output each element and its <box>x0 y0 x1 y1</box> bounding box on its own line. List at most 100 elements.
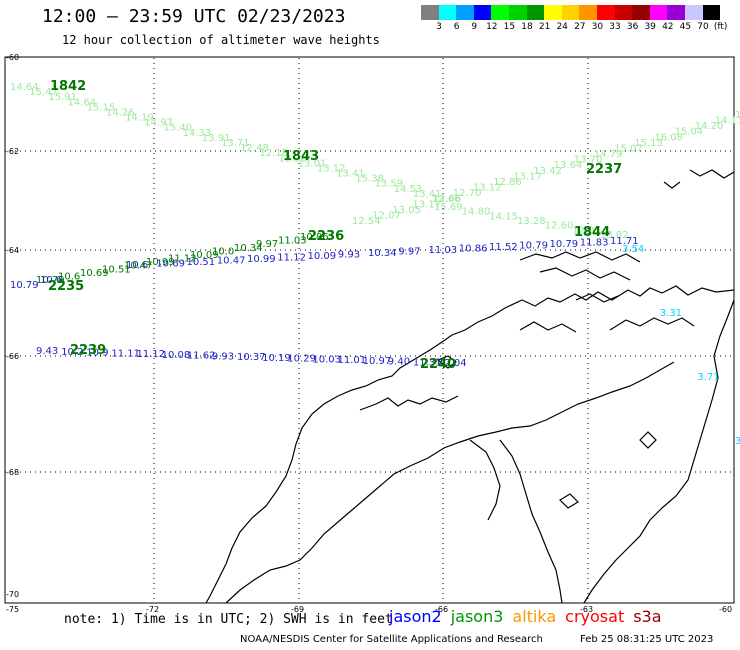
color-scale-label: 21 <box>538 22 551 32</box>
swh-value: 3.54 <box>622 244 644 255</box>
swh-value: 16.08 <box>654 132 683 143</box>
color-scale-label: (ft) <box>713 22 728 32</box>
swh-value: 10.99 <box>146 257 175 268</box>
swh-value: 10.51 <box>102 264 131 275</box>
satellite-name: altika <box>512 607 557 626</box>
swh-value: 13.70 <box>574 155 603 166</box>
swh-value: 10.97 <box>363 356 392 367</box>
swh-value: 12.86 <box>493 177 522 188</box>
swh-value: 10.86 <box>459 244 488 255</box>
pass-time-label: 2237 <box>586 162 622 177</box>
swh-value: 14.13 <box>715 116 740 127</box>
swh-value: 12.26 <box>279 153 308 164</box>
swh-value: 13.41 <box>413 189 442 200</box>
swh-value: 13.96 <box>735 110 740 121</box>
pass-time-label: 2235 <box>48 279 84 294</box>
color-scale-label: 39 <box>644 22 656 32</box>
swh-value: 11.71 <box>610 236 639 247</box>
swh-value: 10.99 <box>247 254 276 265</box>
swh-value: 11.11 <box>111 348 140 359</box>
swh-value: 10.79 <box>10 280 39 291</box>
swh-value: 15.69 <box>434 202 463 213</box>
color-swatch <box>579 5 597 20</box>
lat-label: -62 <box>6 147 19 156</box>
color-swatch <box>421 5 439 20</box>
swh-value: 12.70 <box>453 188 482 199</box>
swh-value: 15.07 <box>614 144 643 155</box>
swh-value: 10.09 <box>308 251 337 262</box>
swh-value: 11.12 <box>168 254 197 265</box>
swh-value: 10.79 <box>550 239 579 250</box>
color-scale-label: 3 <box>436 22 442 32</box>
swh-value: 15.38 <box>355 174 384 185</box>
swh-value: 12.48 <box>240 143 269 154</box>
swh-value: 11.31 <box>413 357 442 368</box>
swh-value: 13.66 <box>432 194 461 205</box>
swh-value: 10.86 <box>300 232 329 243</box>
swh-value: 13.01 <box>298 158 327 169</box>
lon-label: -75 <box>6 605 19 614</box>
graticule <box>5 58 734 603</box>
altimeter-tracks: 14.6415.4715.9114.6415.1514.2614.1914.97… <box>10 79 740 447</box>
color-scale-label: 6 <box>453 22 460 32</box>
satellite-name: s3a <box>633 607 662 626</box>
color-swatch <box>684 5 703 20</box>
swh-value: 10.29 <box>287 354 316 365</box>
swh-value: 14.15 <box>489 211 518 222</box>
color-swatch <box>702 5 721 20</box>
swh-value: 10.51 <box>187 257 216 268</box>
color-scale-label: 30 <box>591 22 604 32</box>
swh-value: 10.19 <box>262 353 291 364</box>
swh-value: 3.71 <box>697 372 719 383</box>
map-subtitle: 12 hour collection of altimeter wave hei… <box>62 33 380 47</box>
swh-value: 14.33 <box>183 128 212 139</box>
swh-value: 10.37 <box>237 352 266 363</box>
swh-value: 14.79 <box>594 149 623 160</box>
color-scale-label: 9 <box>471 22 478 32</box>
swh-value: 3.31 <box>660 308 682 319</box>
pass-time-label: 2240 <box>420 357 456 372</box>
color-swatch <box>508 5 527 20</box>
lat-label: -60 <box>6 53 19 62</box>
swh-value: 12.07 <box>372 210 401 221</box>
pass-time-label: 1842 <box>50 79 86 94</box>
swh-value: 9.97 <box>256 239 278 250</box>
swh-value: 11.83 <box>580 238 609 249</box>
color-swatch <box>649 5 668 20</box>
color-swatch <box>473 5 492 20</box>
lon-label: -60 <box>719 605 732 614</box>
color-scale-label: 36 <box>626 22 639 32</box>
lat-label: -70 <box>6 590 19 599</box>
swh-value: 15.13 <box>634 138 663 149</box>
color-scale-label: 12 <box>486 22 498 32</box>
color-swatch <box>614 5 633 20</box>
swh-value: 12.18 <box>259 148 288 159</box>
color-scale-label: 45 <box>679 22 692 32</box>
swh-value: 13.91 <box>202 133 231 144</box>
swh-value: 13.64 <box>554 160 583 171</box>
map-frame <box>4 56 735 604</box>
pass-time-label: 2239 <box>70 343 106 358</box>
color-scale-label: 27 <box>574 22 586 32</box>
swh-value: 13.05 <box>392 205 421 216</box>
timestamp-text: Feb 25 08:31:25 UTC 2023 <box>580 634 714 645</box>
swh-value: 12.04 <box>438 358 467 369</box>
swh-value: 14.26 <box>106 108 135 119</box>
swh-value: 14.97 <box>144 118 173 129</box>
swh-value: 10.9 <box>86 348 108 359</box>
swh-value: 13.71 <box>221 138 250 149</box>
color-scale-label: 33 <box>609 22 621 32</box>
swh-value: 10.03 <box>312 354 341 365</box>
swh-value: 11.12 <box>137 349 166 360</box>
lon-label: -72 <box>146 605 159 614</box>
color-scale-label: 18 <box>521 22 533 32</box>
color-scale-label: 24 <box>556 22 568 32</box>
swh-value: 10.34 <box>368 248 397 259</box>
swh-value: 10.6 <box>40 275 62 286</box>
color-swatch <box>632 5 650 20</box>
swh-value: 11.52 <box>489 242 518 253</box>
swh-value: 12.97 <box>572 225 601 236</box>
coastline <box>205 169 735 604</box>
swh-value: 10.0 <box>212 246 234 257</box>
